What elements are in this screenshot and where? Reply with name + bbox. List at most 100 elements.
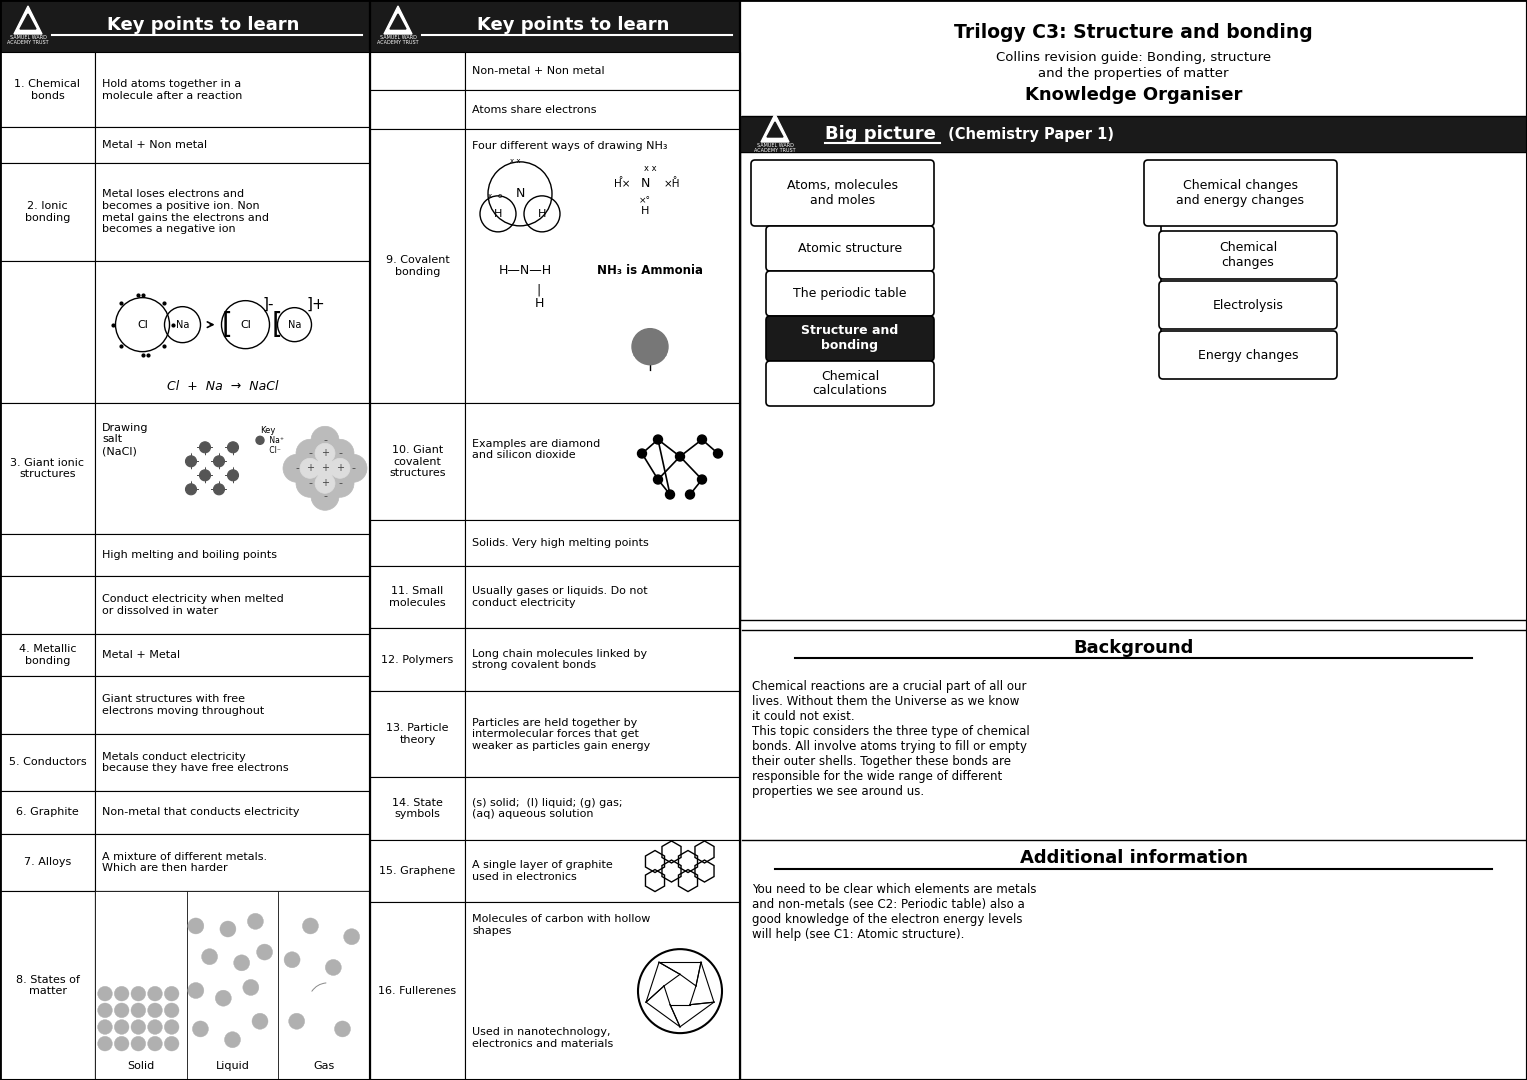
Circle shape: [200, 456, 211, 467]
Text: ×°: ×°: [638, 197, 651, 205]
Text: Trilogy C3: Structure and bonding: Trilogy C3: Structure and bonding: [954, 23, 1313, 41]
Text: A single layer of graphite
used in electronics: A single layer of graphite used in elect…: [472, 861, 612, 882]
Text: x x: x x: [510, 158, 521, 164]
Circle shape: [299, 458, 321, 478]
Bar: [370, 0, 741, 52]
Text: Gas: Gas: [313, 1061, 334, 1071]
Bar: [0, 891, 95, 1080]
Text: N: N: [515, 187, 525, 201]
Bar: [95, 733, 370, 792]
Text: +: +: [321, 448, 328, 458]
Circle shape: [115, 1003, 128, 1017]
Circle shape: [224, 1031, 240, 1048]
Bar: [466, 566, 741, 629]
Circle shape: [247, 914, 264, 929]
Circle shape: [131, 1037, 145, 1051]
Text: 14. State
symbols: 14. State symbols: [392, 798, 443, 820]
Bar: [95, 792, 370, 834]
Bar: [0, 792, 95, 834]
Text: [: [: [272, 311, 282, 339]
Circle shape: [637, 449, 646, 458]
Text: Usually gases or liquids. Do not
conduct electricity: Usually gases or liquids. Do not conduct…: [472, 586, 647, 608]
Bar: [95, 891, 186, 1080]
Text: N: N: [640, 177, 649, 190]
Text: You need to be clear which elements are metals
and non-metals (see C2: Periodic : You need to be clear which elements are …: [751, 883, 1037, 941]
Circle shape: [165, 1003, 179, 1017]
Circle shape: [654, 435, 663, 444]
Text: 11. Small
molecules: 11. Small molecules: [389, 586, 446, 608]
Text: Chemical changes
and energy changes: Chemical changes and energy changes: [1176, 179, 1304, 207]
Text: 3. Giant ionic
structures: 3. Giant ionic structures: [11, 458, 84, 480]
Circle shape: [344, 929, 360, 945]
Circle shape: [214, 470, 224, 481]
Text: 1. Chemical
bonds: 1. Chemical bonds: [14, 79, 81, 100]
Bar: [370, 521, 466, 566]
Text: 7. Alloys: 7. Alloys: [24, 858, 72, 867]
Circle shape: [257, 446, 264, 455]
Text: 10. Giant
covalent
structures: 10. Giant covalent structures: [389, 445, 446, 478]
Bar: [370, 52, 466, 91]
Bar: [466, 403, 741, 521]
Circle shape: [214, 484, 224, 495]
Text: SAMUEL WARD
ACADEMY TRUST: SAMUEL WARD ACADEMY TRUST: [754, 143, 796, 153]
Text: Chemical
changes: Chemical changes: [1219, 241, 1277, 269]
Circle shape: [98, 1003, 113, 1017]
Bar: [370, 778, 466, 840]
Bar: [95, 891, 370, 1080]
Text: Solids. Very high melting points: Solids. Very high melting points: [472, 538, 649, 549]
Text: Key points to learn: Key points to learn: [476, 16, 669, 33]
Circle shape: [131, 1003, 145, 1017]
Bar: [0, 52, 95, 127]
Circle shape: [215, 990, 231, 1007]
FancyBboxPatch shape: [767, 271, 935, 316]
Circle shape: [339, 455, 366, 483]
Polygon shape: [20, 14, 37, 29]
Circle shape: [312, 427, 339, 455]
Text: H: H: [534, 297, 544, 310]
Text: 4. Metallic
bonding: 4. Metallic bonding: [18, 644, 76, 665]
Bar: [0, 534, 95, 576]
Text: Metal loses electrons and
becomes a positive ion. Non
metal gains the electrons : Metal loses electrons and becomes a posi…: [102, 189, 269, 234]
Text: -: -: [295, 463, 299, 473]
Text: Chemical
calculations: Chemical calculations: [812, 369, 887, 397]
Text: 12. Polymers: 12. Polymers: [382, 654, 454, 664]
FancyBboxPatch shape: [767, 361, 935, 406]
Bar: [370, 902, 466, 1080]
Polygon shape: [767, 122, 783, 137]
Circle shape: [686, 490, 695, 499]
Circle shape: [325, 470, 354, 497]
FancyBboxPatch shape: [1159, 281, 1338, 329]
Circle shape: [148, 1003, 162, 1017]
Text: Na: Na: [176, 320, 189, 329]
Circle shape: [115, 986, 128, 1001]
Bar: [741, 0, 1527, 1080]
Circle shape: [257, 436, 264, 444]
Text: Solid: Solid: [127, 1061, 154, 1071]
Text: Metal + Non metal: Metal + Non metal: [102, 140, 208, 150]
Circle shape: [165, 1037, 179, 1051]
Text: Giant structures with free
electrons moving throughout: Giant structures with free electrons mov…: [102, 694, 264, 716]
Text: Cl⁻: Cl⁻: [267, 446, 281, 455]
Bar: [466, 691, 741, 778]
Text: +: +: [336, 463, 344, 473]
Text: Non-metal + Non metal: Non-metal + Non metal: [472, 66, 605, 77]
Text: SAMUEL WARD
ACADEMY TRUST: SAMUEL WARD ACADEMY TRUST: [8, 35, 49, 45]
Bar: [95, 676, 370, 733]
Text: Metals conduct electricity
because they have free electrons: Metals conduct electricity because they …: [102, 752, 289, 773]
Text: ]+: ]+: [307, 297, 325, 312]
Text: H: H: [641, 206, 649, 216]
Circle shape: [98, 986, 113, 1001]
Bar: [466, 52, 741, 91]
Bar: [95, 260, 370, 403]
Text: -: -: [308, 448, 312, 458]
Text: 15. Graphene: 15. Graphene: [379, 866, 455, 876]
Bar: [95, 534, 370, 576]
Bar: [95, 834, 370, 891]
Text: Key points to learn: Key points to learn: [107, 16, 299, 33]
Circle shape: [185, 470, 197, 481]
Circle shape: [315, 473, 334, 494]
Text: Long chain molecules linked by
strong covalent bonds: Long chain molecules linked by strong co…: [472, 649, 647, 671]
Text: Electrolysis: Electrolysis: [1212, 298, 1283, 311]
FancyBboxPatch shape: [1144, 160, 1338, 226]
Bar: [741, 0, 1527, 1080]
